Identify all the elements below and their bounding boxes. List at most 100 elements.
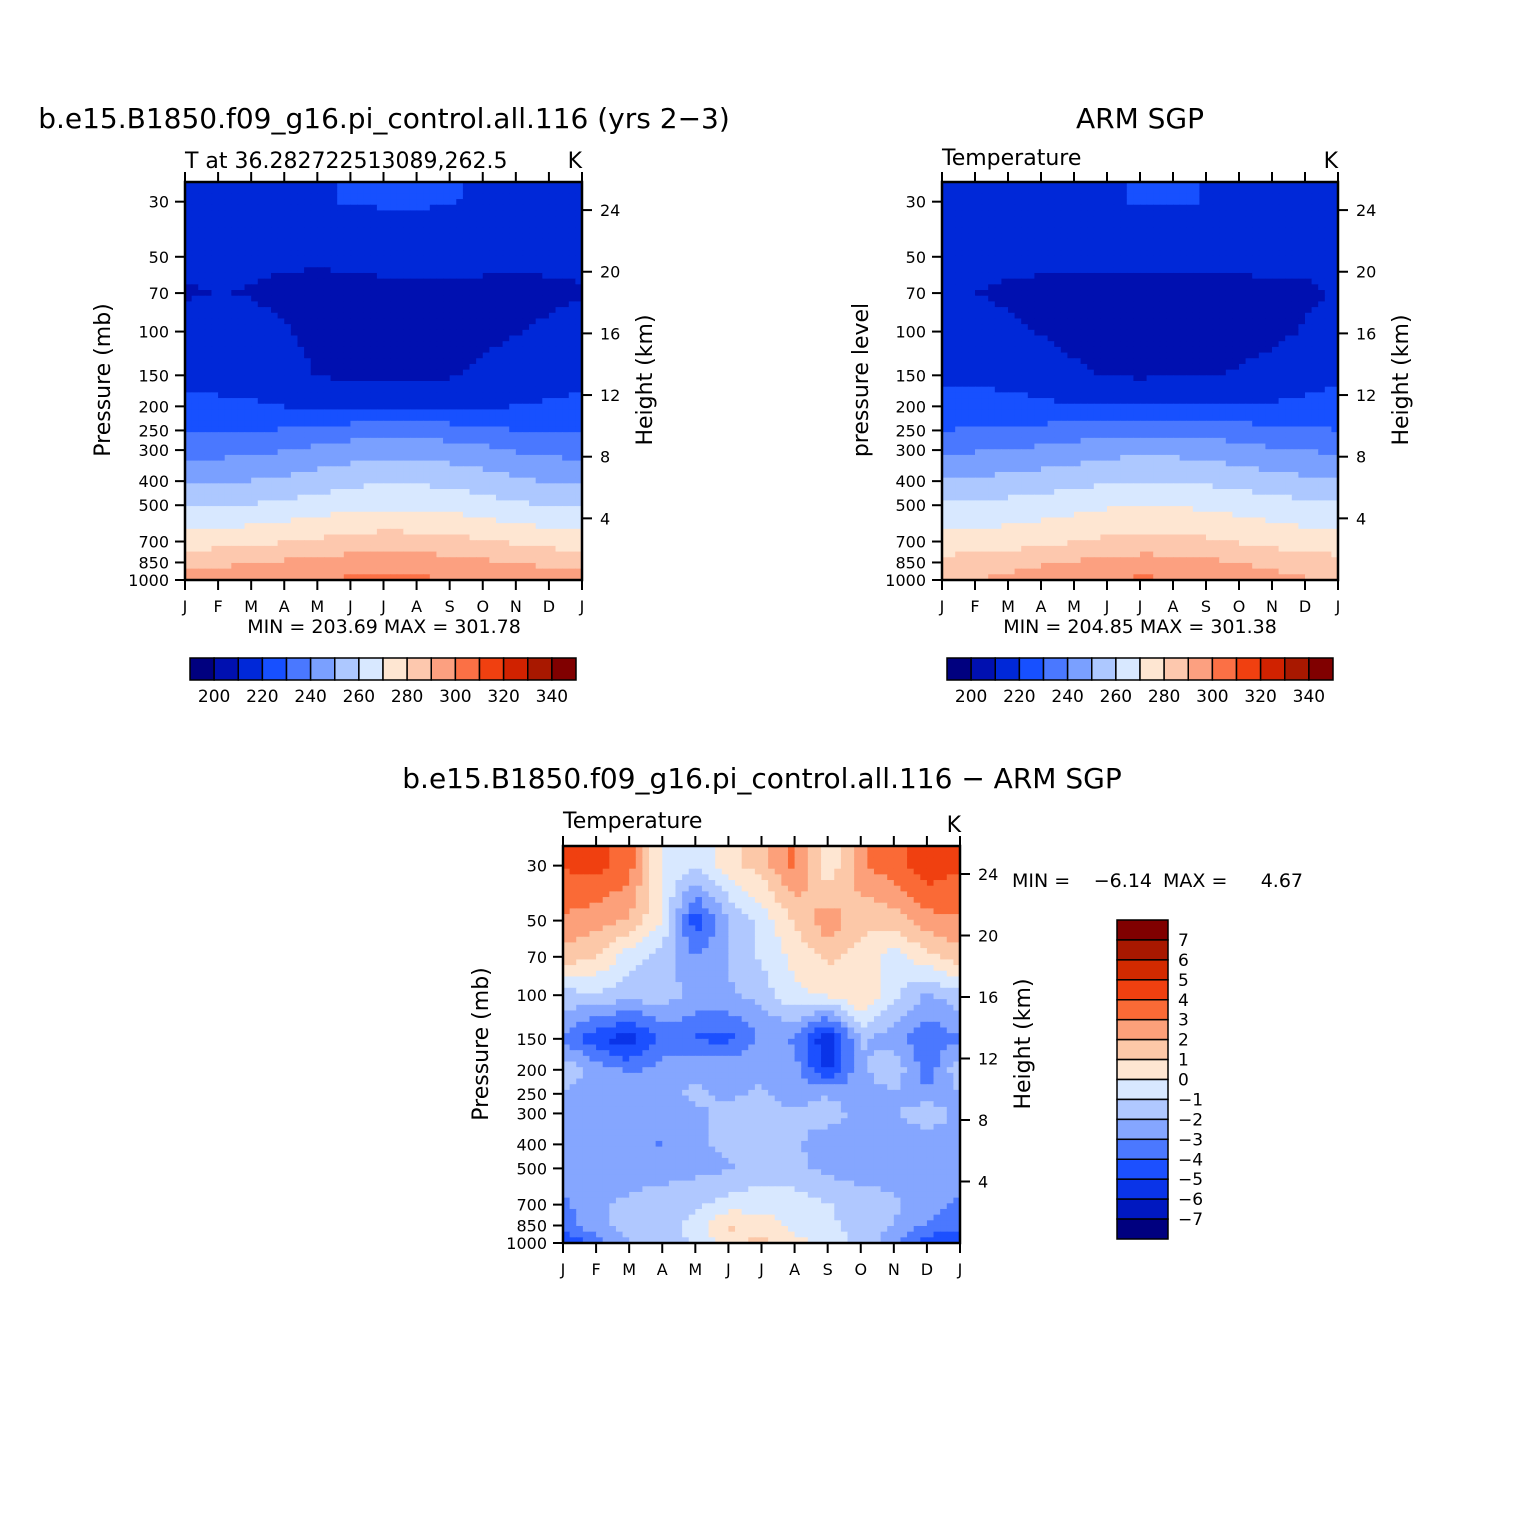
field-cell: [244, 466, 252, 473]
field-cell: [469, 193, 477, 200]
field-cell: [515, 290, 524, 297]
field-cell: [251, 466, 259, 473]
field-cell: [502, 471, 510, 479]
field-cell: [409, 221, 418, 229]
field-cell: [416, 324, 424, 331]
field-cell: [423, 250, 431, 257]
field-cell: [1225, 193, 1233, 200]
field-cell: [271, 261, 279, 268]
field-cell: [476, 227, 484, 234]
field-cell: [343, 358, 352, 365]
field-cell: [251, 511, 259, 519]
field-cell: [323, 551, 332, 558]
field-cell: [562, 216, 570, 223]
field-cell: [502, 409, 510, 416]
field-cell: [251, 392, 259, 399]
field-cell: [1159, 216, 1167, 223]
field-cell: [1258, 238, 1266, 246]
field-cell: [350, 545, 358, 553]
field-cell: [562, 250, 570, 257]
field-cell: [542, 352, 550, 359]
field-cell: [522, 471, 530, 479]
field-cell: [1054, 199, 1062, 206]
field-cell: [1041, 244, 1049, 251]
field-cell: [495, 352, 504, 359]
field-cell: [191, 477, 199, 484]
field-cell: [476, 255, 484, 263]
field-cell: [304, 324, 312, 331]
field-cell: [449, 415, 457, 422]
field-cell: [429, 523, 438, 530]
field-cell: [1219, 233, 1227, 240]
field-cell: [1324, 227, 1332, 234]
field-cell: [522, 511, 530, 519]
field-cell: [509, 540, 517, 547]
field-cell: [495, 250, 504, 257]
field-cell: [310, 358, 318, 365]
field-cell: [449, 471, 457, 479]
field-cell: [429, 562, 438, 570]
field-cell: [357, 221, 365, 229]
field-cell: [264, 443, 272, 450]
field-cell: [310, 500, 318, 507]
field-cell: [981, 221, 989, 229]
field-cell: [277, 307, 285, 314]
field-cell: [423, 272, 431, 280]
field-cell: [244, 301, 252, 308]
field-cell: [244, 545, 252, 553]
field-cell: [357, 346, 365, 354]
field-cell: [350, 352, 358, 359]
field-cell: [1021, 233, 1029, 240]
field-cell: [343, 460, 352, 467]
field-cell: [237, 233, 246, 240]
field-cell: [204, 363, 213, 371]
field-cell: [449, 562, 457, 570]
field-cell: [575, 483, 583, 490]
field-cell: [244, 363, 252, 371]
field-cell: [363, 506, 371, 513]
field-cell: [297, 386, 305, 393]
field-cell: [323, 369, 332, 376]
field-cell: [495, 466, 504, 473]
field-cell: [304, 460, 312, 467]
field-cell: [1027, 216, 1035, 223]
field-cell: [535, 238, 543, 246]
field-cell: [568, 386, 576, 393]
field-cell: [961, 216, 969, 223]
field-cell: [304, 272, 312, 280]
field-cell: [251, 250, 259, 257]
field-cell: [515, 523, 524, 530]
field-cell: [555, 199, 563, 206]
field-cell: [575, 221, 583, 229]
field-cell: [237, 437, 246, 445]
field-cell: [562, 375, 570, 382]
field-cell: [562, 517, 570, 524]
field-cell: [370, 540, 378, 547]
field-cell: [191, 295, 199, 302]
field-cell: [370, 432, 378, 439]
field-cell: [489, 381, 497, 388]
field-cell: [271, 392, 279, 399]
field-cell: [191, 471, 199, 479]
field-cell: [535, 233, 543, 240]
field-cell: [1074, 187, 1082, 194]
field-cell: [1008, 182, 1016, 189]
field-cell: [1311, 238, 1319, 246]
field-cell: [1014, 233, 1022, 240]
field-cell: [482, 454, 490, 462]
field-cell: [396, 489, 404, 496]
field-cell: [350, 375, 358, 382]
field-cell: [224, 307, 232, 314]
field-cell: [1179, 221, 1187, 229]
field-cell: [390, 540, 398, 547]
field-cell: [277, 267, 285, 274]
field-cell: [462, 238, 471, 246]
field-cell: [370, 545, 378, 553]
field-cell: [244, 255, 252, 263]
field-cell: [370, 562, 378, 570]
field-cell: [323, 272, 332, 280]
field-cell: [416, 295, 424, 302]
field-cell: [1252, 193, 1260, 200]
field-cell: [1027, 182, 1035, 189]
field-cell: [390, 278, 398, 285]
